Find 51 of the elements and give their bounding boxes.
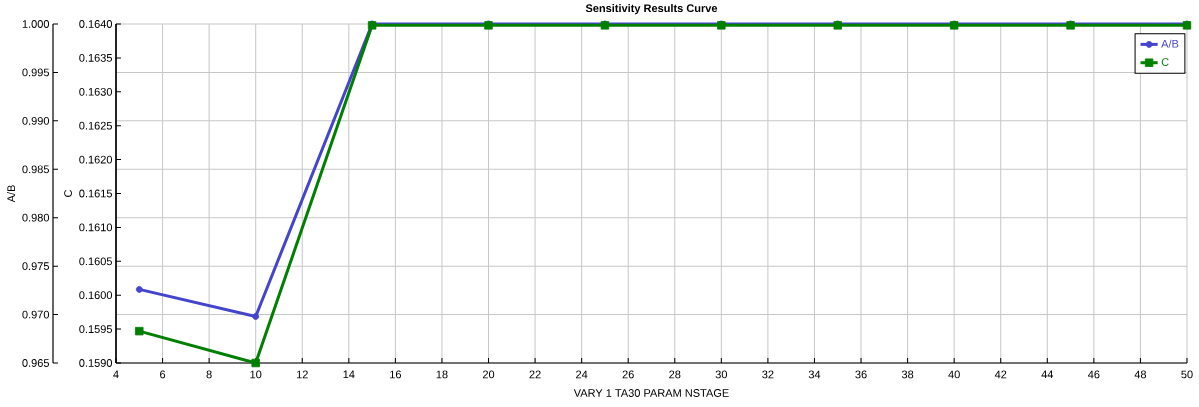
x-tick-label: 28 bbox=[669, 370, 681, 379]
x-tick-label: 40 bbox=[948, 370, 960, 379]
x-tick-label: 12 bbox=[296, 370, 308, 379]
x-tick-label: 46 bbox=[1087, 370, 1100, 379]
y-tick-label: 0.965 bbox=[22, 359, 49, 367]
x-tick-label: 8 bbox=[206, 370, 212, 379]
x-tick-label: 50 bbox=[1181, 370, 1193, 379]
legend-label: A/B bbox=[1161, 39, 1179, 48]
x-tick-label: 36 bbox=[855, 370, 867, 379]
y2-tick-label: 0.1605 bbox=[79, 257, 112, 266]
y2-tick-label: 0.1600 bbox=[79, 291, 113, 300]
y2-tick-label: 0.1610 bbox=[79, 223, 113, 232]
y-tick-label: 0.995 bbox=[22, 68, 49, 77]
x-tick-label: 24 bbox=[576, 370, 588, 379]
y-tick-label: 1.000 bbox=[22, 20, 50, 28]
y-tick-label: 0.990 bbox=[22, 116, 50, 125]
y2-tick-label: 0.1625 bbox=[79, 121, 112, 130]
x-tick-label: 32 bbox=[762, 370, 774, 379]
x-tick-label: 30 bbox=[715, 370, 728, 379]
x-tick-label: 22 bbox=[529, 370, 541, 379]
chart-title: Sensitivity Results Curve bbox=[585, 4, 718, 15]
x-tick-label: 20 bbox=[482, 370, 495, 379]
x-tick-label: 42 bbox=[994, 370, 1007, 379]
x-tick-label: 10 bbox=[250, 370, 262, 379]
y-tick-label: 0.980 bbox=[22, 213, 50, 222]
x-tick-label: 16 bbox=[390, 370, 402, 379]
x-tick-label: 38 bbox=[901, 370, 914, 379]
y-tick-label: 0.975 bbox=[22, 262, 49, 271]
x-tick-label: 48 bbox=[1134, 370, 1147, 379]
y2-tick-label: 0.1620 bbox=[79, 155, 113, 164]
y2-tick-label: 0.1630 bbox=[79, 87, 113, 96]
y2-tick-label: 0.1615 bbox=[79, 189, 112, 198]
y2-tick-label: 0.1635 bbox=[79, 54, 112, 62]
x-tick-label: 18 bbox=[436, 370, 448, 379]
x-tick-label: 14 bbox=[343, 370, 355, 379]
x-tick-label: 6 bbox=[160, 370, 166, 379]
point bbox=[251, 358, 260, 368]
y-tick-label: 0.985 bbox=[22, 165, 49, 174]
y-axis-title: A/B bbox=[7, 185, 16, 203]
y2-axis-title: C bbox=[64, 189, 72, 197]
x-tick-label: 26 bbox=[622, 370, 634, 379]
x-axis-title: VARY 1 TA30 PARAM NSTAGE bbox=[573, 389, 729, 397]
legend-label: C bbox=[1161, 58, 1169, 66]
y2-tick-label: 0.1595 bbox=[79, 325, 112, 333]
y-tick-label: 0.970 bbox=[22, 310, 50, 319]
x-tick-label: 44 bbox=[1041, 370, 1054, 379]
y2-tick-label: 0.1640 bbox=[79, 20, 113, 28]
point bbox=[135, 326, 144, 336]
x-tick-label: 4 bbox=[113, 370, 119, 379]
x-tick-label: 34 bbox=[808, 370, 821, 379]
y2-tick-label: 0.1590 bbox=[79, 359, 113, 367]
